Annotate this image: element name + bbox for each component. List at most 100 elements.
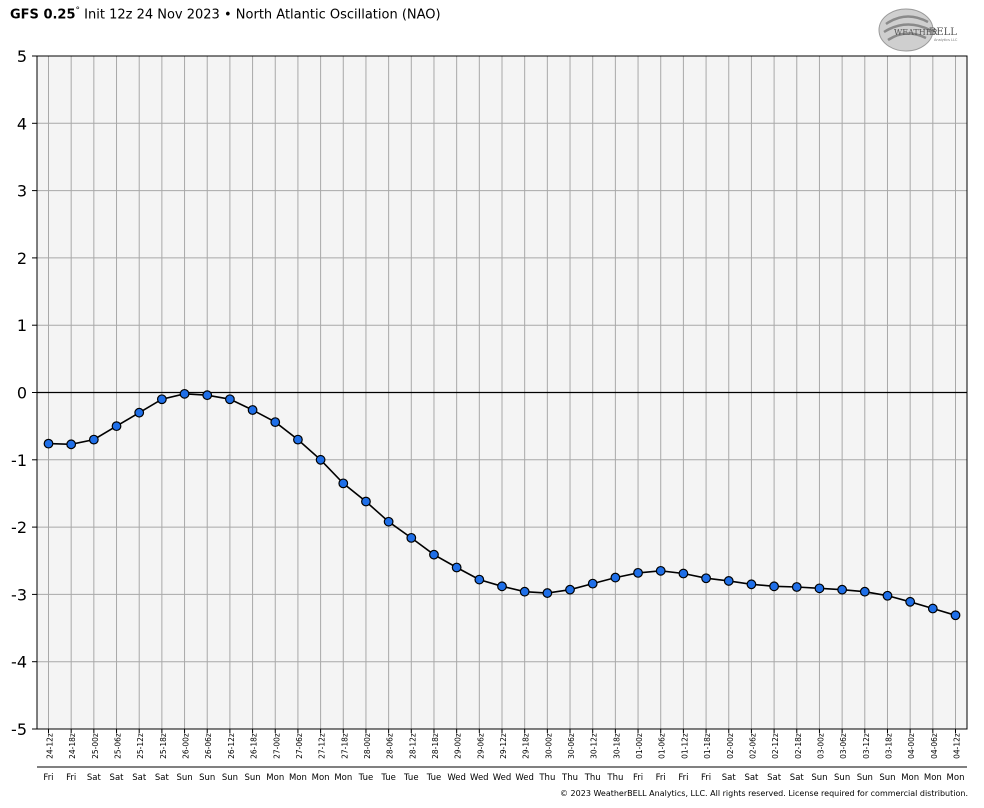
x-tick-label: 02-12z [771,733,780,759]
data-point [519,586,530,597]
chart-header: GFS 0.25° Init 12z 24 Nov 2023 • North A… [10,6,441,22]
data-point [111,421,122,432]
x-day-label: Thu [561,773,578,783]
x-day-label: Sun [176,773,192,783]
x-day-label: Sun [222,773,238,783]
data-point [950,610,961,621]
x-day-label: Sun [199,773,215,783]
x-day-label: Mon [924,773,942,783]
x-tick-label: 26-00z [182,733,191,759]
x-tick-label: 28-18z [431,733,440,759]
x-day-label: Mon [289,773,307,783]
copyright-notice: © 2023 WeatherBELL Analytics, LLC. All r… [560,789,968,798]
x-day-label: Fri [66,773,76,783]
data-point [542,588,553,598]
x-tick-label: 28-00z [363,733,372,759]
x-day-label: Sat [790,773,805,783]
x-day-label: Fri [656,773,666,783]
y-tick-label: -3 [11,585,27,604]
data-point [859,586,870,597]
data-point [179,388,190,399]
x-day-label: Tue [358,773,374,783]
data-point [293,434,303,445]
x-day-label: Sun [244,773,260,783]
x-day-label: Wed [447,773,466,783]
y-tick-label: -4 [11,653,27,672]
data-point [746,579,757,590]
data-point [927,603,938,614]
y-tick-label: 4 [17,114,27,133]
logo-text-top: WEATHER [894,28,939,37]
x-tick-label: 01-00z [635,733,644,759]
data-point [202,390,213,401]
x-tick-label: 04-06z [930,733,939,759]
logo-text-sub: Analytics LLC [934,38,958,42]
data-point [655,565,666,576]
x-tick-label: 24-12z [46,733,55,759]
x-tick-label: 01-06z [658,733,667,759]
x-tick-label: 27-00z [272,733,281,759]
x-day-label: Sat [767,773,782,783]
x-day-label: Sat [744,773,759,783]
x-tick-label: 29-18z [522,733,531,759]
data-point [224,394,235,405]
x-tick-label: 30-06z [567,733,576,759]
x-tick-label: 03-18z [884,733,893,759]
x-day-label: Wed [493,773,512,783]
x-tick-label: 29-00z [454,733,463,759]
x-day-label: Fri [678,773,688,783]
data-point [338,478,349,489]
data-point [88,434,99,445]
x-tick-label: 02-06z [748,733,757,759]
y-tick-label: 3 [17,182,27,201]
x-tick-label: 26-06z [204,733,213,759]
data-point [474,574,485,585]
x-day-label: Fri [701,773,711,783]
x-tick-label: 25-12z [136,733,145,759]
x-tick-label: 26-12z [227,733,236,759]
data-point [814,583,825,594]
x-day-label: Sun [879,773,895,783]
data-point [837,584,848,595]
nao-series-markers [43,388,961,621]
x-tick-label: 28-12z [408,733,417,759]
x-tick-label: 29-12z [499,733,508,759]
data-point [587,578,598,589]
x-tick-label: 25-00z [91,733,100,759]
x-day-label: Thu [606,773,623,783]
x-axis: 24-12z Fri 24-18z Fri 25-00z Sat 25-06z Sat 25-1… [37,729,967,783]
x-day-label: Sat [110,773,125,783]
x-tick-label: 30-18z [612,733,621,759]
data-point [134,407,145,418]
data-point [361,496,371,507]
x-day-label: Mon [312,773,330,783]
weatherbell-logo: WEATHER BELL Analytics LLC [878,8,958,52]
y-tick-label: 5 [17,47,27,66]
x-tick-label: 01-18z [703,733,712,759]
x-tick-label: 03-12z [862,733,871,759]
x-tick-label: 03-00z [816,733,825,759]
x-tick-label: 29-06z [476,733,485,759]
grid-lines [37,55,967,730]
data-point [406,532,417,543]
model-name: GFS 0.25 [10,7,76,23]
data-point [247,405,258,415]
data-point [270,417,281,428]
y-tick-label: -1 [11,451,27,470]
data-point [43,438,54,449]
x-day-label: Mon [334,773,352,783]
init-time: Init 12z 24 Nov 2023 [84,7,220,23]
x-day-label: Tue [380,773,396,783]
data-point [701,573,711,584]
x-day-label: Fri [43,773,53,783]
x-tick-label: 27-18z [340,733,349,759]
x-day-label: Fri [633,773,643,783]
field-name: North Atlantic Oscillation (NAO) [235,7,441,23]
data-point [315,454,326,465]
header-separator: • [223,7,232,23]
data-point [429,549,439,560]
x-tick-label: 28-06z [386,733,395,759]
x-day-label: Sun [834,773,850,783]
x-tick-label: 24-18z [68,733,77,759]
